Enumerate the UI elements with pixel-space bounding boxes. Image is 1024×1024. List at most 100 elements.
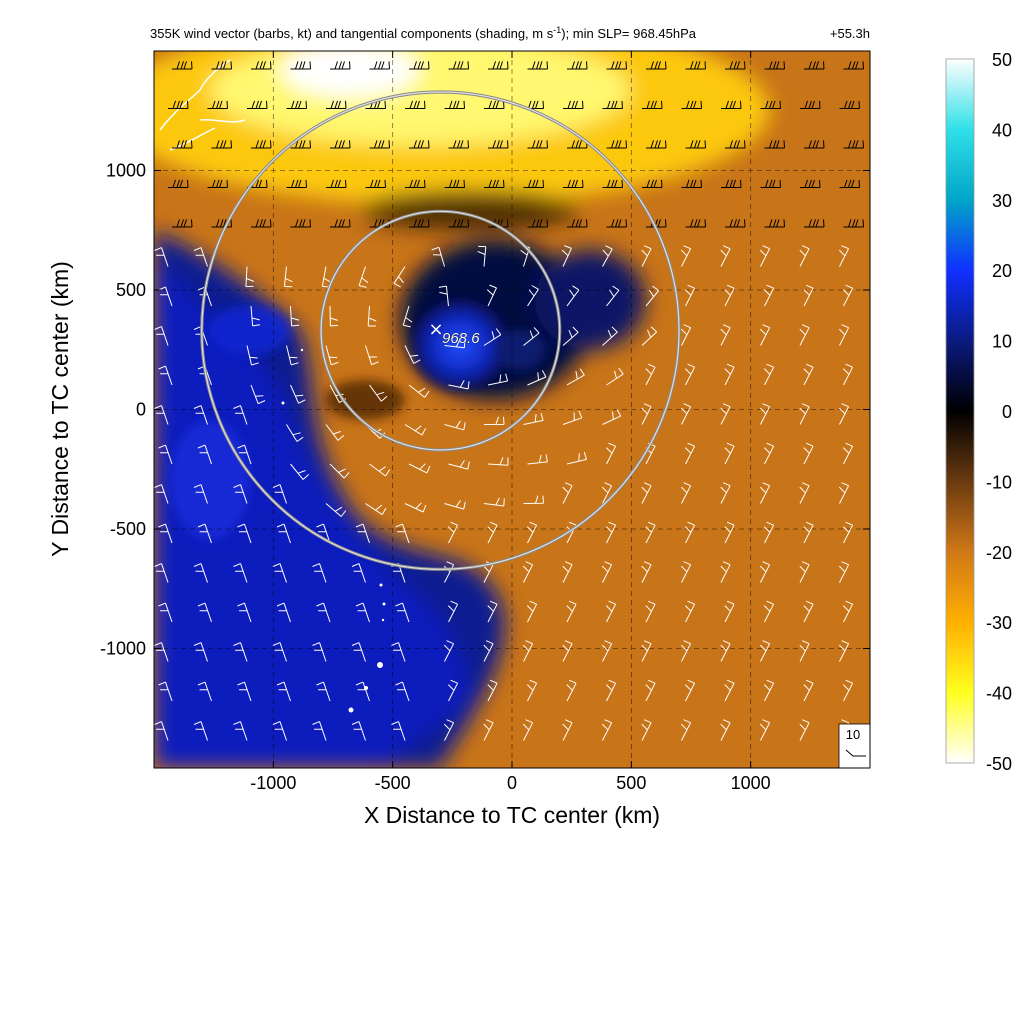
wind-barb-icon <box>567 140 588 149</box>
wind-barb-icon <box>316 523 331 544</box>
wind-barb-icon <box>563 179 584 188</box>
wind-barb-icon <box>680 324 692 346</box>
wind-barb-icon <box>237 523 252 544</box>
wind-barb-icon <box>838 324 850 346</box>
reference-barb-icon <box>845 749 866 757</box>
wind-barb-icon <box>251 140 272 149</box>
wind-barb-icon <box>803 442 814 465</box>
wind-barb-icon <box>391 642 406 662</box>
wind-barb-icon <box>330 140 351 149</box>
wind-barb-icon <box>684 679 696 702</box>
y-tick-label: 500 <box>116 280 146 300</box>
wind-barb-icon <box>725 219 746 228</box>
wind-barb-icon <box>395 681 410 702</box>
wind-barb-icon <box>247 100 268 109</box>
wind-barb-icon <box>369 384 388 402</box>
x-axis-label: X Distance to TC center (km) <box>364 802 660 828</box>
wind-barb-icon <box>764 140 785 149</box>
wind-barb-icon <box>395 602 410 623</box>
wind-barb-icon <box>447 679 459 702</box>
wind-barb-icon <box>326 100 347 109</box>
wind-barb-icon <box>763 442 775 465</box>
wind-barb-icon <box>355 681 370 702</box>
wind-barb-icon <box>168 179 189 188</box>
wind-barb-icon <box>207 179 228 188</box>
wind-barb-icon <box>355 602 370 623</box>
wind-barb-icon <box>681 100 702 109</box>
wind-barb-icon <box>760 100 781 109</box>
wind-barb-icon <box>483 416 505 425</box>
wind-barb-icon <box>272 642 287 662</box>
wind-barb-icon <box>720 719 731 741</box>
wind-barb-icon <box>763 521 775 544</box>
wind-barb-icon <box>799 640 810 662</box>
wind-barb-icon <box>641 640 652 662</box>
wind-barb-icon <box>606 367 624 386</box>
wind-barb-icon <box>329 305 338 327</box>
wind-barb-icon <box>251 61 272 70</box>
colorbar-tick-label: -50 <box>986 754 1012 774</box>
wind-barb-icon <box>365 100 386 109</box>
wind-barb-icon <box>721 100 742 109</box>
wind-barb-icon <box>601 640 613 662</box>
wind-barb-icon <box>641 561 652 583</box>
wind-barb-icon <box>527 285 539 307</box>
wind-barb-icon <box>764 219 785 228</box>
wind-barb-icon <box>477 245 487 267</box>
colorbar-tick-label: 20 <box>992 261 1012 281</box>
wind-barb-icon <box>391 721 406 741</box>
wind-barb-icon <box>193 563 208 583</box>
wind-barb-icon <box>484 100 505 109</box>
wind-barb-icon <box>369 463 391 477</box>
wind-barb-icon <box>725 140 746 149</box>
wind-barb-icon <box>484 179 505 188</box>
x-tick-label: 1000 <box>731 773 771 793</box>
wind-barb-icon <box>325 424 345 441</box>
wind-barb-icon <box>158 681 173 702</box>
wind-barb-icon <box>325 345 339 366</box>
wind-barb-icon <box>759 482 771 504</box>
y-tick-label: 1000 <box>106 161 146 181</box>
wind-barb-icon <box>645 600 656 623</box>
x-axis: -1000 -500 0 500 1000 <box>250 51 771 793</box>
wind-barb-icon <box>642 179 663 188</box>
wind-barb-icon <box>527 370 547 386</box>
wind-barb-icon <box>290 61 311 70</box>
wind-barb-icon <box>404 502 427 513</box>
wind-barb-icon <box>154 642 169 662</box>
wind-barb-icon <box>803 679 814 702</box>
wind-barb-icon <box>680 640 692 662</box>
wind-barb-icon <box>838 640 850 662</box>
wind-barb-icon <box>233 405 248 425</box>
wind-barb-icon <box>283 266 293 288</box>
wind-barb-icon <box>725 61 746 70</box>
colorbar-tick-label: -40 <box>986 684 1012 704</box>
wind-barb-icon <box>290 305 300 327</box>
wind-barb-icon <box>804 61 825 70</box>
wind-barb-icon <box>803 363 814 386</box>
wind-barb-icon <box>365 179 386 188</box>
wind-barb-icon <box>233 721 248 741</box>
distance-circle <box>320 210 561 451</box>
grid-lines <box>154 51 870 768</box>
wind-barb-icon <box>487 373 509 386</box>
wind-barb-icon <box>562 482 573 504</box>
wind-barb-icon <box>329 463 350 479</box>
wind-barb-icon <box>286 100 307 109</box>
wind-barb-icon <box>562 719 573 741</box>
wind-barb-icon <box>759 640 771 662</box>
wind-barb-icon <box>330 219 351 228</box>
reference-vector-label: 10 <box>846 727 860 742</box>
wind-barb-icon <box>641 719 652 741</box>
wind-barb-icon <box>351 563 366 583</box>
wind-barb-icon <box>523 179 544 188</box>
wind-barb-icon <box>405 100 426 109</box>
wind-barb-icon <box>172 219 193 228</box>
reference-vector-box: 10 <box>838 723 871 769</box>
wind-barb-icon <box>527 61 548 70</box>
wind-barb-icon <box>448 380 470 390</box>
shading-field <box>154 51 870 768</box>
wind-barb-icon <box>158 602 173 623</box>
wind-barb-icon <box>197 602 212 623</box>
wind-barb-icon <box>523 100 544 109</box>
